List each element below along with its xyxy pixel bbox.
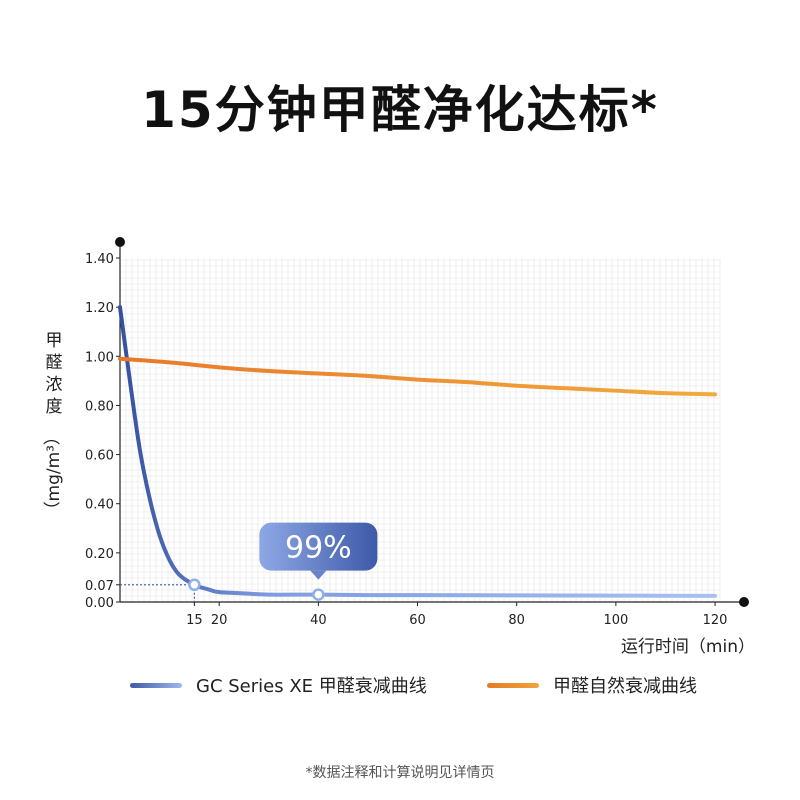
legend-item-gc-series: GC Series XE 甲醛衰减曲线 [130, 670, 427, 700]
series-line-natural [118, 356, 718, 397]
x-tick-label: 40 [310, 613, 327, 628]
legend-label: GC Series XE 甲醛衰减曲线 [196, 676, 427, 697]
y-tick-label: 0.00 [85, 596, 114, 611]
y-tick-label: 0.80 [85, 399, 114, 414]
y-tick-label: 0.20 [85, 547, 114, 562]
formaldehyde-decay-chart: 0.00 0.07 0.20 0.40 0.60 0.80 1.00 1.20 1.40 15 20… [85, 237, 755, 657]
y-tick-label: 1.00 [85, 350, 114, 365]
y-axis-end-dot [115, 237, 125, 247]
y-axis-label: 甲 醛 浓 度 （mg/m³） [34, 330, 74, 518]
y-tick-label: 1.40 [85, 252, 114, 267]
legend-item-natural: 甲醛自然衰减曲线 [487, 670, 697, 700]
annotation-bubble [259, 522, 378, 571]
footnote: *数据注释和计算说明见详情页 [305, 765, 495, 781]
y-axis-label-char: 浓 [45, 375, 63, 395]
y-tick-label: 0.60 [85, 449, 114, 464]
legend-swatch-blue [130, 682, 182, 688]
x-tick-label: 60 [409, 613, 426, 628]
y-tick-label: 1.20 [85, 301, 114, 316]
x-axis-end-dot [739, 597, 749, 607]
x-tick-label: 120 [703, 613, 728, 628]
annotation-pointer [310, 570, 327, 580]
x-tick-label: 20 [211, 613, 228, 628]
data-point-marker [312, 588, 325, 601]
legend-swatch-orange [487, 682, 539, 688]
legend-label: 甲醛自然衰减曲线 [553, 676, 697, 697]
x-tick-label: 80 [508, 613, 525, 628]
y-tick-label: 0.40 [85, 498, 114, 513]
x-tick-label: 100 [603, 613, 628, 628]
y-axis-label-char: 醛 [45, 353, 63, 373]
x-tick-label: 15 [186, 613, 203, 628]
annotation-label: 99% [285, 531, 352, 566]
y-tick-label: 0.07 [85, 579, 114, 594]
y-axis-label-char: 甲 [45, 331, 63, 351]
page-headline: 15分钟甲醛净化达标* [141, 81, 659, 139]
data-point-marker [188, 578, 201, 592]
x-axis-label: 运行时间（min） [621, 637, 755, 657]
series-line-gc-series [118, 305, 718, 598]
y-axis-label-char: 度 [45, 397, 63, 417]
